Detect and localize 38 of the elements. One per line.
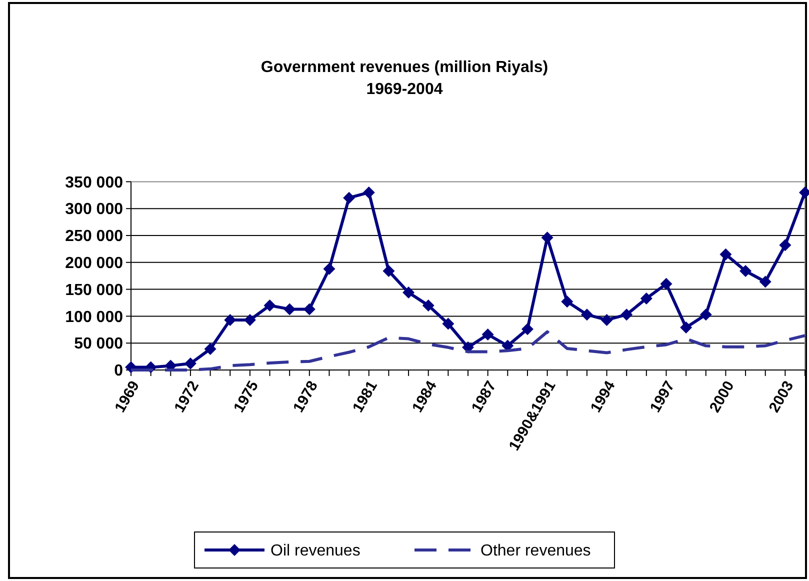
point: [779, 239, 792, 252]
point: [184, 358, 196, 370]
point: [482, 328, 494, 340]
point: [224, 314, 236, 326]
y-tick-label: 200 000: [65, 255, 124, 272]
point: [362, 186, 375, 198]
point: [323, 262, 336, 275]
point: [422, 299, 434, 312]
legend-label: Oil revenues: [270, 542, 360, 560]
y-tick-label: 300 000: [65, 201, 124, 218]
y-tick-label: 0: [114, 362, 124, 380]
point: [700, 308, 712, 321]
point: [740, 265, 752, 278]
y-tick-label: 250 000: [65, 228, 124, 246]
chart-title: Government revenues (million Riyals) 1969-2004: [260, 59, 548, 98]
y-tick-label: 50 000: [74, 336, 124, 353]
point: [284, 303, 296, 316]
point: [382, 265, 395, 278]
y-tick-label: 350 000: [65, 174, 124, 192]
point: [204, 343, 216, 356]
y-tick-label: 150 000: [65, 282, 124, 299]
point: [660, 278, 672, 290]
point: [640, 292, 652, 304]
point: [680, 322, 692, 334]
point: [580, 308, 593, 321]
point: [303, 303, 316, 316]
point: [720, 248, 732, 260]
point: [521, 323, 534, 336]
point: [600, 314, 613, 326]
point: [620, 308, 633, 321]
point: [343, 192, 356, 204]
point: [402, 286, 415, 299]
point: [561, 296, 574, 308]
y-tick-label: 100 000: [65, 308, 124, 326]
point: [442, 318, 454, 330]
point: [264, 299, 276, 312]
legend-label: Other revenues: [480, 542, 591, 560]
point: [759, 276, 772, 288]
